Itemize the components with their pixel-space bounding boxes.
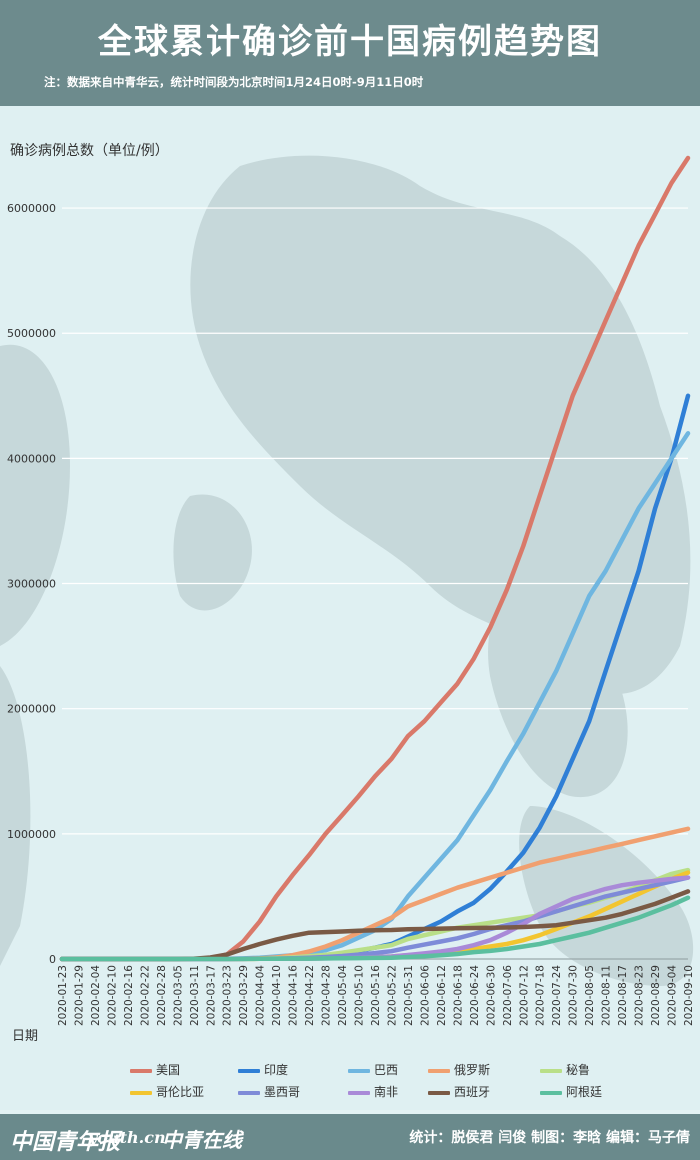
x-tick-label: 2020-06-24 — [469, 965, 481, 1026]
logo-youth: youth.cn — [88, 1128, 166, 1147]
logo-cyol: 中青在线 — [162, 1128, 242, 1152]
x-tick-label: 2020-04-10 — [271, 965, 283, 1026]
x-tick-label: 2020-04-28 — [321, 965, 333, 1026]
legend-item: 哥伦比亚 — [130, 1083, 204, 1100]
x-tick-label: 2020-08-11 — [601, 965, 613, 1026]
legend-swatch — [540, 1068, 562, 1073]
legend-label: 秘鲁 — [566, 1063, 591, 1077]
x-tick-label: 2020-06-06 — [419, 965, 431, 1026]
x-tick-label: 2020-08-29 — [650, 965, 662, 1026]
x-tick-label: 2020-05-31 — [403, 965, 415, 1026]
x-tick-label: 2020-05-10 — [354, 965, 366, 1026]
legend-item: 秘鲁 — [540, 1061, 590, 1078]
x-tick-label: 2020-07-30 — [568, 965, 580, 1026]
x-tick-label: 2020-09-04 — [667, 965, 679, 1026]
legend-label: 巴西 — [374, 1063, 399, 1077]
source-note: 注：数据来自中青华云，统计时间段为北京时间1月24日0时-9月11日0时 — [44, 75, 424, 89]
legend-label: 印度 — [264, 1063, 289, 1077]
x-tick-label: 2020-07-12 — [518, 965, 530, 1026]
legend-swatch — [238, 1090, 260, 1095]
x-tick-label: 2020-01-29 — [73, 965, 85, 1026]
x-tick-label: 2020-08-23 — [634, 965, 646, 1026]
x-tick-label: 2020-01-23 — [57, 965, 69, 1026]
legend-swatch — [348, 1090, 370, 1095]
y-tick-label: 6000000 — [7, 202, 56, 215]
legend-item: 西班牙 — [428, 1083, 490, 1100]
legend-swatch — [348, 1068, 370, 1073]
x-tick-label: 2020-09-10 — [683, 965, 695, 1026]
y-tick-label: 4000000 — [7, 452, 56, 465]
x-tick-label: 2020-03-11 — [189, 965, 201, 1026]
legend-swatch — [428, 1068, 450, 1073]
y-tick-label: 3000000 — [7, 578, 56, 591]
footer-banner: 中国青年报 youth.cn 中青在线 统计：脱侯君 闫俊 制图：李晗 编辑：马… — [0, 1114, 700, 1160]
legend-item: 巴西 — [348, 1061, 398, 1078]
legend-swatch — [540, 1090, 562, 1095]
y-tick-label: 0 — [49, 953, 56, 966]
line-chart: 0 1000000 2000000 3000000 4000000 5000000 6000… — [7, 143, 695, 1044]
logo-cyd: 中国青年报 — [10, 1129, 121, 1155]
x-tick-label: 2020-05-04 — [337, 965, 349, 1026]
x-tick-label: 2020-06-12 — [436, 965, 448, 1026]
header-banner: 全球累计确诊前十国病例趋势图 注：数据来自中青华云，统计时间段为北京时间1月24… — [0, 0, 700, 106]
x-tick-label: 2020-02-04 — [90, 965, 102, 1026]
x-tick-label: 2020-08-05 — [584, 965, 596, 1026]
x-tick-label: 2020-07-24 — [551, 965, 563, 1026]
legend-item: 俄罗斯 — [428, 1061, 490, 1078]
x-tick-label: 2020-06-30 — [485, 965, 497, 1026]
series-line-阿根廷 — [59, 895, 691, 962]
series-line-巴西 — [59, 431, 691, 962]
credits: 统计：脱侯君 闫俊 制图：李晗 编辑：马子倩 — [409, 1130, 690, 1146]
y-axis-label: 确诊病例总数（单位/例） — [10, 143, 169, 159]
x-tick-label: 2020-05-16 — [370, 965, 382, 1026]
series-line-印度 — [59, 393, 691, 962]
series-line-美国 — [59, 155, 691, 962]
x-tick-label: 2020-06-18 — [452, 965, 464, 1026]
x-tick-label: 2020-04-22 — [304, 965, 316, 1026]
legend-label: 西班牙 — [454, 1085, 491, 1099]
x-tick-label: 2020-05-22 — [386, 965, 398, 1026]
legend-label: 哥伦比亚 — [156, 1085, 205, 1099]
legend-item: 印度 — [238, 1061, 288, 1078]
legend-swatch — [130, 1068, 152, 1073]
x-axis-label: 日期 — [12, 1029, 38, 1044]
x-tick-label: 2020-07-18 — [535, 965, 547, 1026]
legend-swatch — [130, 1090, 152, 1095]
y-tick-label: 2000000 — [7, 703, 56, 716]
x-tick-label: 2020-04-16 — [288, 965, 300, 1026]
legend-item: 墨西哥 — [238, 1083, 300, 1100]
x-tick-label: 2020-03-29 — [238, 965, 250, 1026]
legend-label: 南非 — [374, 1085, 399, 1099]
page-title: 全球累计确诊前十国病例趋势图 — [98, 22, 602, 62]
x-tick-label: 2020-03-05 — [172, 965, 184, 1026]
x-tick-label: 2020-02-16 — [123, 965, 135, 1026]
legend-label: 美国 — [156, 1063, 181, 1077]
y-tick-label: 1000000 — [7, 828, 56, 841]
x-tick-label: 2020-02-22 — [139, 965, 151, 1026]
x-tick-label: 2020-04-04 — [255, 965, 267, 1026]
legend-label: 俄罗斯 — [454, 1063, 491, 1077]
legend-label: 阿根廷 — [566, 1085, 603, 1099]
x-tick-label: 2020-03-17 — [205, 965, 217, 1026]
x-tick-label: 2020-07-06 — [502, 965, 514, 1026]
legend-item: 美国 — [130, 1061, 180, 1078]
y-tick-label: 5000000 — [7, 327, 56, 340]
x-tick-label: 2020-03-23 — [222, 965, 234, 1026]
legend-swatch — [238, 1068, 260, 1073]
legend-item: 阿根廷 — [540, 1083, 602, 1100]
legend-item: 南非 — [348, 1083, 398, 1100]
x-tick-label: 2020-02-28 — [156, 965, 168, 1026]
map-land-shapes — [0, 155, 694, 986]
legend-label: 墨西哥 — [264, 1085, 301, 1099]
legend-swatch — [428, 1090, 450, 1095]
x-tick-label: 2020-02-10 — [106, 965, 118, 1026]
x-tick-label: 2020-08-17 — [617, 965, 629, 1026]
